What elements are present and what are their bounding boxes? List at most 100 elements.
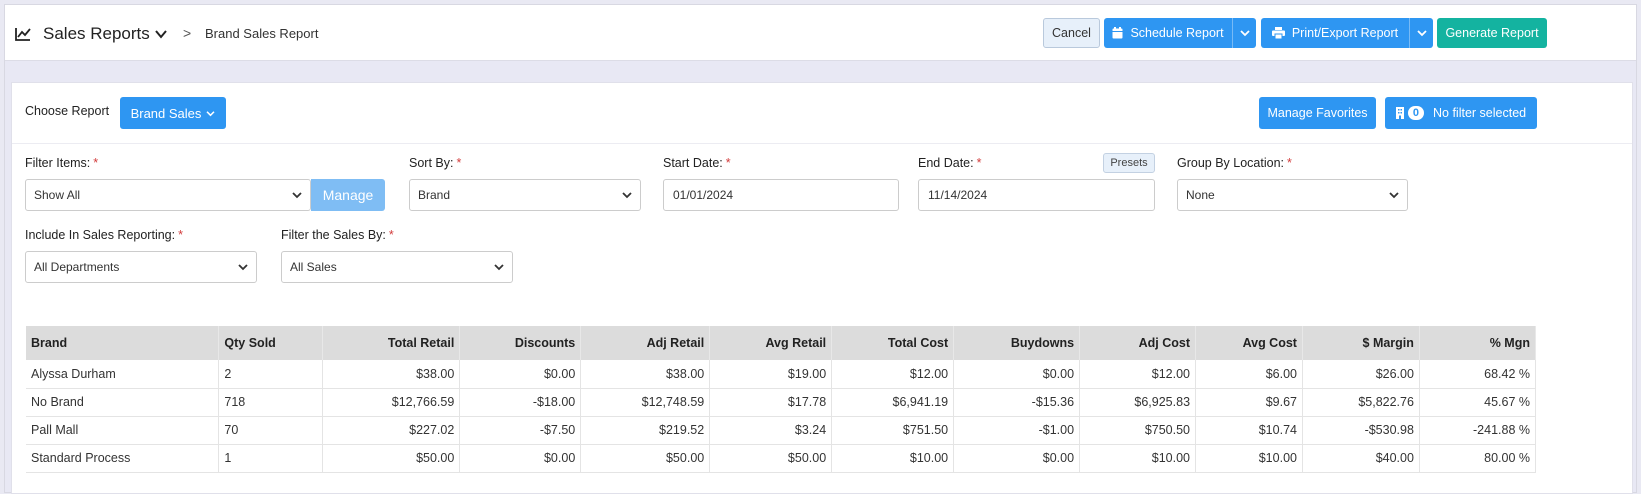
printer-icon [1271, 27, 1285, 39]
cell-adj-retail: $50.00 [580, 444, 711, 473]
report-select-button[interactable]: Brand Sales [120, 97, 226, 129]
chevron-down-icon [206, 110, 215, 116]
toolbar-divider [12, 143, 1632, 144]
filter-sales-by-value: All Sales [290, 260, 337, 274]
filter-items-label: Filter Items: * [25, 156, 98, 170]
column-header[interactable]: Adj Retail [580, 326, 711, 360]
cell-total-cost: $12.00 [831, 360, 955, 389]
choose-report-label: Choose Report [25, 104, 110, 118]
manage-favorites-button[interactable]: Manage Favorites [1259, 97, 1376, 129]
cell-margin: $26.00 [1302, 360, 1420, 389]
cell-qty-sold: 718 [218, 388, 324, 417]
cell-avg-retail: $3.24 [709, 416, 833, 445]
include-label-text: Include In Sales Reporting: [25, 228, 176, 242]
generate-report-button[interactable]: Generate Report [1437, 18, 1547, 48]
column-header[interactable]: Total Cost [831, 326, 955, 360]
cell-adj-cost: $12.00 [1079, 360, 1197, 389]
presets-button[interactable]: Presets [1103, 153, 1155, 173]
column-header[interactable]: Discounts [459, 326, 582, 360]
cell-total-cost: $751.50 [831, 416, 955, 445]
include-in-sales-select[interactable]: All Departments [25, 251, 257, 283]
required-mark: * [456, 156, 462, 170]
manage-favorites-label: Manage Favorites [1267, 106, 1368, 120]
manage-filter-label: Manage [322, 187, 374, 203]
cancel-button[interactable]: Cancel [1043, 18, 1100, 48]
table-row[interactable]: Pall Mall 70 $227.02 -$7.50 $219.52 $3.2… [26, 416, 1537, 445]
sort-by-label-text: Sort By: [409, 156, 454, 170]
sort-by-value: Brand [418, 188, 451, 202]
column-header[interactable]: Total Retail [322, 326, 461, 360]
cell-margin-pct: 45.67 % [1419, 388, 1537, 417]
app-frame: Sales Reports > Brand Sales Report Cance… [4, 4, 1637, 494]
cell-buydowns: $0.00 [953, 360, 1081, 389]
filter-items-value: Show All [34, 188, 81, 202]
cell-total-cost: $6,941.19 [831, 388, 955, 417]
column-header[interactable]: $ Margin [1302, 326, 1420, 360]
cell-adj-retail: $12,748.59 [580, 388, 711, 417]
report-card: Choose Report Brand Sales Manage Favorit… [11, 82, 1633, 494]
filter-selection-button[interactable]: 0 No filter selected [1385, 97, 1537, 129]
column-header[interactable]: Qty Sold [218, 326, 324, 360]
cell-avg-retail: $17.78 [709, 388, 833, 417]
filter-items-select[interactable]: Show All [25, 179, 311, 211]
group-by-label-text: Group By Location: [1177, 156, 1285, 170]
cell-buydowns: -$15.36 [953, 388, 1081, 417]
column-header[interactable]: Buydowns [953, 326, 1081, 360]
cell-margin-pct: -241.88 % [1419, 416, 1537, 445]
cell-total-cost: $10.00 [831, 444, 955, 473]
table-row[interactable]: No Brand 718 $12,766.59 -$18.00 $12,748.… [26, 388, 1537, 417]
table-row[interactable]: Standard Process 1 $50.00 $0.00 $50.00 $… [26, 444, 1537, 473]
table-row[interactable]: Alyssa Durham 2 $38.00 $0.00 $38.00 $19.… [26, 360, 1537, 389]
cell-discounts: -$7.50 [459, 416, 582, 445]
manage-filter-button[interactable]: Manage [311, 179, 385, 211]
cell-discounts: -$18.00 [459, 388, 582, 417]
chevron-down-icon[interactable] [155, 29, 167, 39]
schedule-dropdown-toggle[interactable] [1232, 18, 1256, 48]
cell-total-retail: $50.00 [322, 444, 461, 473]
cell-adj-cost: $750.50 [1079, 416, 1197, 445]
chevron-down-icon [1389, 192, 1399, 199]
cell-avg-cost: $10.74 [1195, 416, 1303, 445]
chevron-down-icon [494, 264, 504, 271]
chevron-down-icon [1416, 30, 1427, 37]
include-in-sales-value: All Departments [34, 260, 120, 274]
table-header-row: Brand Qty Sold Total Retail Discounts Ad… [26, 326, 1537, 360]
filter-items-label-text: Filter Items: [25, 156, 91, 170]
filter-sales-label-text: Filter the Sales By: [281, 228, 386, 242]
cell-brand: Standard Process [26, 444, 220, 473]
schedule-report-button[interactable]: Schedule Report [1104, 18, 1256, 48]
top-bar: Sales Reports > Brand Sales Report Cance… [5, 5, 1636, 61]
column-header[interactable]: Adj Cost [1079, 326, 1197, 360]
required-mark: * [976, 156, 982, 170]
generate-report-label: Generate Report [1445, 26, 1539, 40]
print-export-button[interactable]: Print/Export Report [1261, 18, 1433, 48]
end-date-input[interactable]: 11/14/2024 [918, 179, 1155, 211]
start-date-label-text: Start Date: [663, 156, 723, 170]
cell-avg-cost: $10.00 [1195, 444, 1303, 473]
column-header[interactable]: Avg Retail [709, 326, 833, 360]
cell-avg-cost: $6.00 [1195, 360, 1303, 389]
cell-buydowns: $0.00 [953, 444, 1081, 473]
column-header[interactable]: % Mgn [1419, 326, 1537, 360]
start-date-label: Start Date: * [663, 156, 731, 170]
report-select-label: Brand Sales [130, 105, 202, 121]
column-header[interactable]: Brand [26, 326, 220, 360]
breadcrumb-separator: > [183, 25, 192, 41]
line-chart-icon [15, 28, 31, 41]
cell-total-retail: $12,766.59 [322, 388, 461, 417]
filter-sales-by-select[interactable]: All Sales [281, 251, 513, 283]
page-title[interactable]: Sales Reports [43, 24, 150, 43]
group-by-location-select[interactable]: None [1177, 179, 1408, 211]
end-date-label: End Date: * [918, 156, 981, 170]
cell-margin-pct: 80.00 % [1419, 444, 1537, 473]
column-header[interactable]: Avg Cost [1195, 326, 1303, 360]
start-date-input[interactable]: 01/01/2024 [663, 179, 899, 211]
required-mark: * [388, 228, 394, 242]
cell-adj-cost: $10.00 [1079, 444, 1197, 473]
sort-by-select[interactable]: Brand [409, 179, 641, 211]
cell-margin: -$530.98 [1302, 416, 1420, 445]
cell-brand: Alyssa Durham [26, 360, 220, 389]
breadcrumb-current: Brand Sales Report [205, 26, 319, 41]
cell-margin-pct: 68.42 % [1419, 360, 1537, 389]
print-dropdown-toggle[interactable] [1409, 18, 1433, 48]
